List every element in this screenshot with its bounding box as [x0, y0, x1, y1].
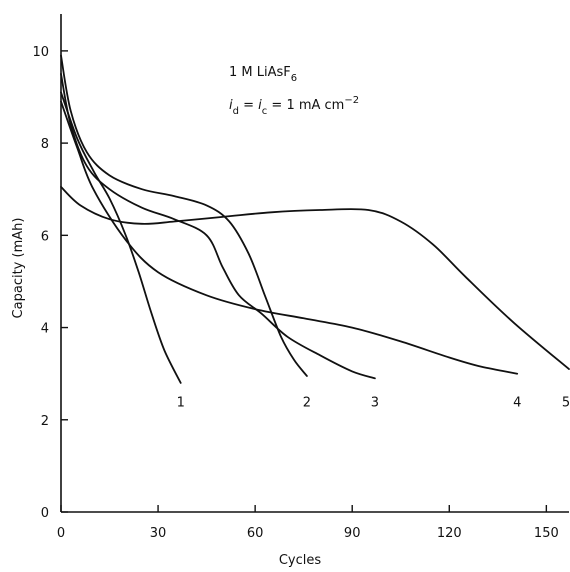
y-tick-label: 0	[41, 506, 49, 521]
x-ticks: 0 30 60 90 120 150	[57, 505, 559, 541]
subscript-d: d	[233, 106, 239, 117]
x-axis-title: Cycles	[279, 553, 322, 568]
series-3-line	[60, 73, 376, 380]
current-density-annotation: id = ic = 1 mA cm−2	[229, 95, 359, 117]
x-tick-label: 150	[534, 526, 559, 541]
x-tick-label: 90	[344, 526, 361, 541]
y-tick-label: 4	[41, 322, 49, 337]
series-5-label: 5	[562, 395, 570, 410]
series-1-label: 1	[177, 395, 185, 410]
current-i-c: i	[258, 98, 262, 113]
y-tick-label: 2	[41, 414, 49, 429]
y-axis-title: Capacity (mAh)	[11, 218, 26, 319]
electrolyte-subscript: 6	[291, 73, 297, 84]
x-tick-label: 0	[57, 526, 65, 541]
y-tick-label: 6	[41, 229, 49, 244]
x-tick-label: 120	[437, 526, 462, 541]
series-layer	[60, 54, 570, 384]
curve-labels: 1 2 3 4 5	[177, 395, 570, 410]
series-5-line	[60, 186, 570, 370]
unit-superscript: −2	[344, 95, 359, 106]
series-3-label: 3	[371, 395, 379, 410]
y-tick-label: 10	[32, 45, 49, 60]
subscript-c: c	[262, 106, 268, 117]
electrolyte-text: 1 M LiAsF	[229, 65, 291, 80]
series-4-label: 4	[513, 395, 521, 410]
current-value: = 1 mA cm	[267, 98, 344, 113]
series-1-line	[60, 91, 182, 384]
series-2-label: 2	[303, 395, 311, 410]
y-ticks: 0 2 4 6 8 10	[32, 45, 68, 521]
x-tick-label: 60	[247, 526, 264, 541]
series-4-line	[60, 100, 519, 375]
equals-1: =	[239, 98, 258, 113]
series-2-line	[60, 54, 308, 377]
x-tick-label: 30	[150, 526, 167, 541]
y-tick-label: 8	[41, 137, 49, 152]
electrolyte-annotation: 1 M LiAsF6	[229, 65, 297, 84]
current-i-d: i	[229, 98, 233, 113]
axes	[60, 14, 569, 513]
